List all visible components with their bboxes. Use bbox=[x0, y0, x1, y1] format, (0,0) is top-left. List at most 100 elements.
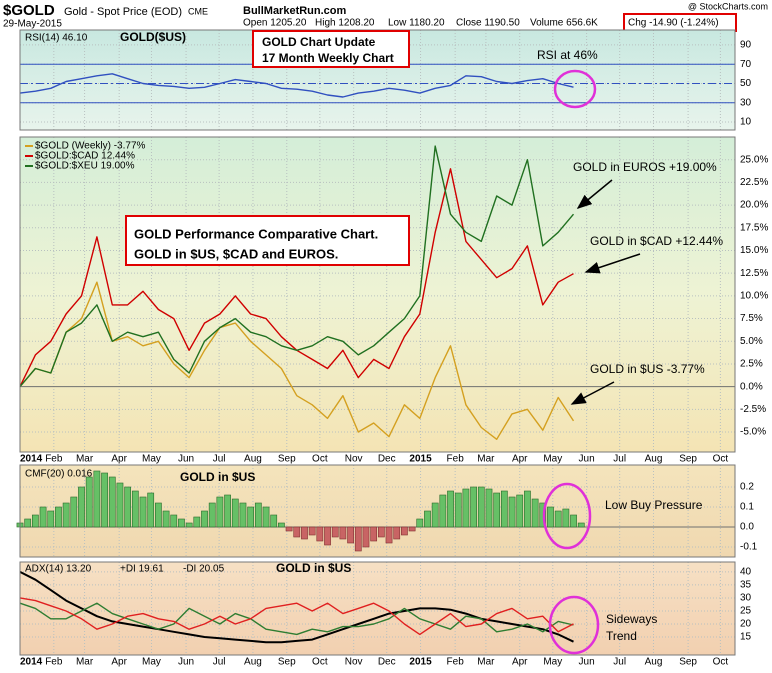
quote: Volume 656.6K bbox=[530, 18, 598, 29]
panel-title: RSI(14) 46.10 bbox=[25, 33, 88, 44]
x-tick-label: Jun bbox=[178, 657, 194, 668]
quote: Close 1190.50 bbox=[456, 18, 520, 29]
note-box bbox=[252, 30, 410, 68]
y-tick-label: 25.0% bbox=[740, 154, 768, 165]
note: Low Buy Pressure bbox=[605, 498, 703, 512]
instrument-name: Gold - Spot Price (EOD) bbox=[64, 6, 182, 18]
note: RSI at 46% bbox=[537, 48, 598, 62]
bar bbox=[147, 492, 155, 528]
y-tick-label: 50 bbox=[740, 78, 752, 89]
note: Trend bbox=[606, 629, 637, 643]
x-tick-label: Sep bbox=[679, 454, 697, 465]
bar bbox=[485, 488, 493, 528]
x-tick-label: Mar bbox=[76, 454, 94, 465]
x-tick-label: Oct bbox=[713, 454, 729, 465]
note: GOLD in $CAD +12.44% bbox=[590, 234, 723, 248]
x-tick-label: Aug bbox=[645, 454, 663, 465]
bar bbox=[562, 508, 570, 528]
x-tick-label: Jun bbox=[579, 454, 595, 465]
y-tick-label: 22.5% bbox=[740, 177, 768, 188]
bar bbox=[308, 526, 316, 536]
adx-panel bbox=[20, 562, 735, 655]
series-line bbox=[19, 597, 574, 636]
bar bbox=[516, 494, 524, 528]
x-tick-label: Feb bbox=[45, 657, 63, 668]
y-tick-label: 0.0% bbox=[740, 381, 763, 392]
bar bbox=[108, 476, 116, 528]
bar bbox=[362, 526, 370, 548]
bar bbox=[524, 490, 531, 528]
bar bbox=[347, 526, 354, 544]
x-tick-label: Feb bbox=[447, 454, 465, 465]
bar bbox=[124, 486, 132, 528]
note: Sideways bbox=[606, 612, 657, 626]
x-tick-label: Aug bbox=[645, 657, 663, 668]
credit: @ StockCharts.com bbox=[688, 1, 768, 11]
y-tick-label: 20.0% bbox=[740, 200, 768, 211]
bar bbox=[354, 526, 362, 552]
x-tick-label: Jul bbox=[213, 657, 226, 668]
bar bbox=[508, 496, 516, 528]
y-tick-label: 2.5% bbox=[740, 359, 763, 370]
note: GOLD Chart Update bbox=[262, 35, 376, 49]
x-tick-label: Oct bbox=[312, 454, 328, 465]
bar bbox=[477, 486, 485, 528]
x-tick-label: Jun bbox=[579, 657, 595, 668]
bar bbox=[401, 526, 408, 536]
y-tick-label: 90 bbox=[740, 40, 752, 51]
bar bbox=[178, 518, 185, 528]
bar bbox=[385, 526, 393, 544]
legend-swatch bbox=[25, 165, 33, 167]
bar bbox=[32, 514, 39, 528]
bar bbox=[139, 496, 147, 528]
bar bbox=[193, 516, 201, 528]
bar bbox=[116, 482, 124, 528]
bar bbox=[324, 526, 331, 546]
exchange: CME bbox=[188, 6, 208, 16]
bar bbox=[62, 502, 70, 528]
bar bbox=[577, 522, 585, 528]
panel-subtitle: GOLD($US) bbox=[120, 30, 186, 44]
bar bbox=[208, 502, 216, 528]
symbol: $GOLD bbox=[3, 2, 55, 19]
legend-label: $GOLD (Weekly) -3.77% bbox=[35, 141, 146, 152]
bar bbox=[285, 526, 293, 532]
bar bbox=[93, 470, 101, 528]
note: GOLD in EUROS +19.00% bbox=[573, 160, 717, 174]
bar bbox=[185, 522, 193, 528]
y-tick-label: 25 bbox=[740, 606, 752, 617]
series-line bbox=[19, 145, 575, 388]
x-tick-label: Sep bbox=[278, 657, 296, 668]
main-panel bbox=[20, 137, 735, 452]
legend-label: $GOLD:$CAD 12.44% bbox=[35, 151, 135, 162]
x-tick-label: Mar bbox=[76, 657, 94, 668]
bar bbox=[70, 496, 78, 528]
change: Chg -14.90 (-1.24%) bbox=[628, 18, 719, 29]
y-tick-label: 10 bbox=[740, 117, 752, 128]
bar bbox=[47, 510, 55, 528]
bar bbox=[301, 526, 308, 540]
x-tick-label: Nov bbox=[345, 657, 363, 668]
highlight bbox=[548, 595, 600, 655]
x-tick-label: Oct bbox=[713, 657, 729, 668]
x-tick-label: Aug bbox=[244, 657, 262, 668]
bar bbox=[500, 490, 508, 528]
annotations: RSI(14) 46.10 GOLD($US) GOLD Chart Updat… bbox=[25, 30, 723, 655]
x-tick-label: Jul bbox=[213, 454, 226, 465]
series-line bbox=[19, 73, 574, 98]
x-tick-label: 2015 bbox=[409, 454, 432, 465]
bar bbox=[339, 526, 347, 540]
x-tick-label: Feb bbox=[45, 454, 63, 465]
y-tick-label: 0.1 bbox=[740, 502, 754, 513]
cmf-panel bbox=[20, 465, 735, 557]
bar bbox=[224, 494, 231, 528]
legend-label: CMF(20) 0.016 bbox=[25, 469, 93, 480]
bar bbox=[316, 526, 324, 542]
bar bbox=[431, 502, 439, 528]
bar bbox=[393, 526, 401, 540]
x-tick-label: Feb bbox=[447, 657, 465, 668]
bar bbox=[85, 476, 93, 528]
y-tick-label: 30 bbox=[740, 97, 752, 108]
bar bbox=[254, 502, 262, 528]
series-line bbox=[19, 602, 574, 636]
